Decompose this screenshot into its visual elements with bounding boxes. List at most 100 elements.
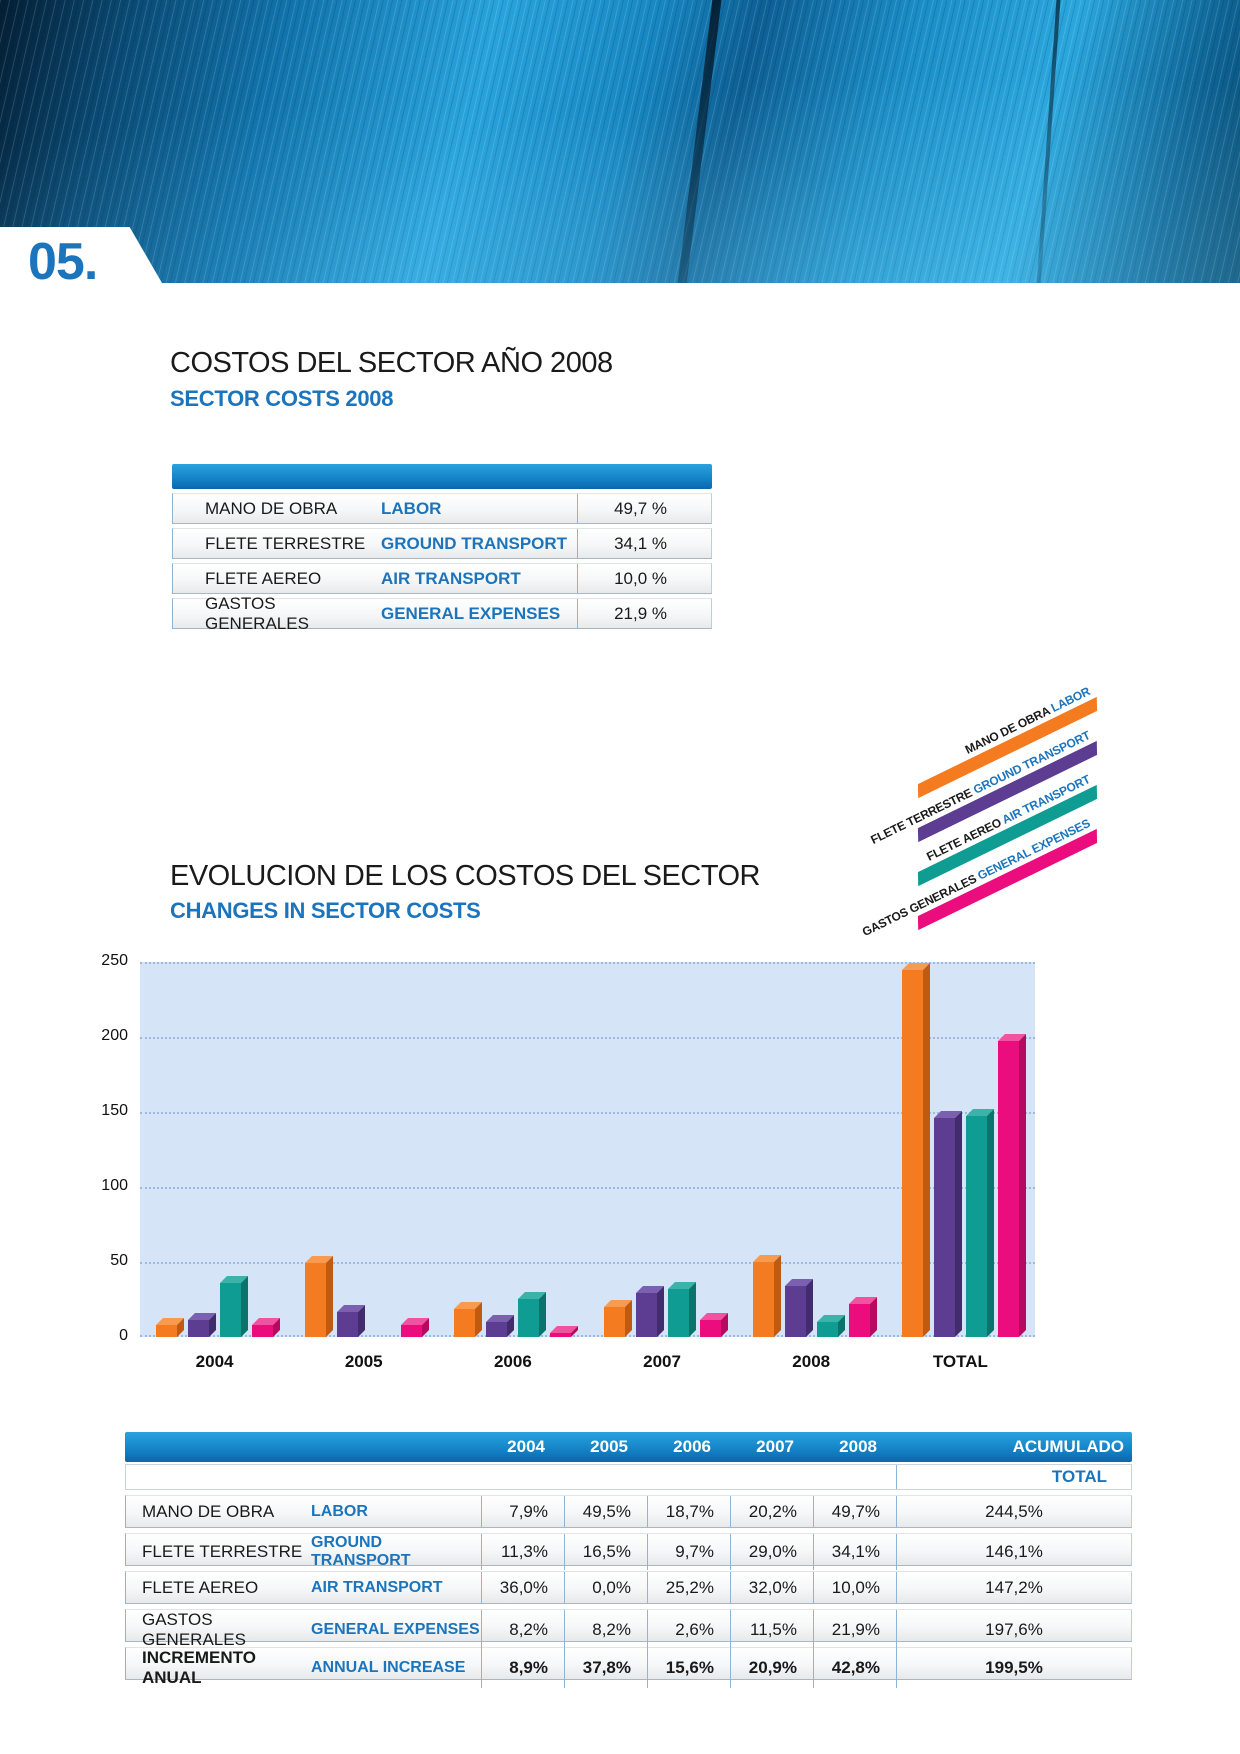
cell-2006: 18,7% xyxy=(647,1496,730,1527)
cell-2005: 49,5% xyxy=(564,1496,647,1527)
cell-2004: 8,9% xyxy=(481,1648,564,1688)
row-label-en: GENERAL EXPENSES xyxy=(381,603,561,623)
bar-ground-transport-2004 xyxy=(188,1320,210,1337)
bar-group-TOTAL xyxy=(901,970,1019,1337)
bar-air-transport-2006 xyxy=(518,1299,540,1337)
chart-y-axis: 0 50 100 150 200 250 xyxy=(78,952,128,1344)
total-subheader: TOTAL xyxy=(896,1465,1131,1489)
bar-air-transport-2004 xyxy=(220,1283,242,1337)
bar-general-expenses-2004 xyxy=(252,1325,274,1337)
section-number: 05. xyxy=(28,233,98,291)
cell-2007: 11,5% xyxy=(730,1610,813,1650)
section2-subtitle: CHANGES IN SECTOR COSTS xyxy=(170,898,481,923)
bar-ground-transport-2006 xyxy=(486,1322,508,1337)
cell-2004: 7,9% xyxy=(481,1496,564,1527)
cell-acumulado: 197,6% xyxy=(896,1610,1131,1650)
bar-labor-2007 xyxy=(603,1307,625,1337)
x-tick-2006: 2006 xyxy=(493,1352,532,1371)
row-label-en: LABOR xyxy=(311,1502,368,1520)
row-label-es: FLETE AEREO xyxy=(205,568,322,588)
cell-2008: 10,0% xyxy=(813,1572,896,1603)
bar-labor-2008 xyxy=(752,1262,774,1337)
year-header: 2005 xyxy=(590,1437,628,1456)
evolution-table: 2004 2005 2006 2007 2008 ACUMULADO TOTAL… xyxy=(125,1432,1132,1688)
cell-2007: 29,0% xyxy=(730,1534,813,1570)
row-label-en: AIR TRANSPORT xyxy=(381,568,521,588)
bar-general-expenses-2006 xyxy=(550,1333,572,1337)
table-row: GASTOS GENERALES GENERAL EXPENSES 8,2% 8… xyxy=(125,1609,1132,1650)
row-label-es: GASTOS GENERALES xyxy=(142,1610,246,1649)
table-row: FLETE AEREO AIR TRANSPORT 36,0% 0,0% 25,… xyxy=(125,1571,1132,1604)
bar-air-transport-2007 xyxy=(667,1289,689,1337)
row-label-es: MANO DE OBRA xyxy=(205,498,338,518)
row-label-en: GROUND TRANSPORT xyxy=(311,1534,411,1569)
photo-seam xyxy=(674,0,723,283)
cell-2004: 11,3% xyxy=(481,1534,564,1570)
cell-2006: 25,2% xyxy=(647,1572,730,1603)
cell-acumulado: 244,5% xyxy=(896,1496,1131,1527)
photo-seam-right xyxy=(1034,0,1062,283)
bar-labor-2005 xyxy=(305,1263,327,1337)
bar-group-2007 xyxy=(603,1289,721,1337)
bar-group-2004 xyxy=(156,1283,274,1337)
cell-2005: 37,8% xyxy=(564,1648,647,1688)
row-label-es: GASTOS GENERALES xyxy=(205,593,309,633)
bar-air-transport-2008 xyxy=(816,1322,838,1337)
acumulado-header: ACUMULADO xyxy=(1012,1437,1124,1456)
cell-2008: 21,9% xyxy=(813,1610,896,1650)
bar-group-2006 xyxy=(454,1299,572,1337)
cell-2007: 32,0% xyxy=(730,1572,813,1603)
table2-subheader-row: TOTAL xyxy=(125,1464,1132,1490)
bar-labor-2006 xyxy=(454,1309,476,1337)
y-tick-150: 150 xyxy=(101,1102,128,1119)
cell-2007: 20,2% xyxy=(730,1496,813,1527)
row-label-es: FLETE AEREO xyxy=(142,1577,259,1597)
cell-acumulado: 147,2% xyxy=(896,1572,1131,1603)
table-row-annual-increase: INCREMENTO ANUAL ANNUAL INCREASE 8,9% 37… xyxy=(125,1647,1132,1688)
bar-ground-transport-2007 xyxy=(635,1293,657,1337)
cell-2008: 42,8% xyxy=(813,1648,896,1688)
year-header: 2004 xyxy=(507,1437,545,1456)
section1-title: COSTOS DEL SECTOR AÑO 2008 xyxy=(170,347,613,379)
cell-2004: 36,0% xyxy=(481,1572,564,1603)
x-tick-2004: 2004 xyxy=(195,1352,234,1371)
row-value: 10,0 % xyxy=(577,564,711,593)
table-row: FLETE AEREO AIR TRANSPORT 10,0 % xyxy=(172,563,712,594)
table-row: FLETE TERRESTRE GROUND TRANSPORT 34,1 % xyxy=(172,528,712,559)
row-label-en: LABOR xyxy=(381,498,442,518)
table-row: FLETE TERRESTRE GROUND TRANSPORT 11,3% 1… xyxy=(125,1533,1132,1570)
bar-air-transport-TOTAL xyxy=(965,1116,987,1337)
year-header: 2007 xyxy=(756,1437,794,1456)
sector-costs-table: MANO DE OBRA LABOR 49,7 % FLETE TERRESTR… xyxy=(172,464,712,633)
cell-acumulado: 199,5% xyxy=(896,1648,1131,1688)
year-header: 2006 xyxy=(673,1437,711,1456)
cell-2006: 9,7% xyxy=(647,1534,730,1570)
chart-plot xyxy=(140,962,1035,1337)
bar-group-2008 xyxy=(752,1262,870,1337)
table-row: GASTOS GENERALES GENERAL EXPENSES 21,9 % xyxy=(172,594,712,633)
row-label-en: GROUND TRANSPORT xyxy=(381,533,568,553)
row-label-es: MANO DE OBRA xyxy=(142,1501,275,1521)
x-tick-2007: 2007 xyxy=(643,1352,681,1371)
cell-2007: 20,9% xyxy=(730,1648,813,1688)
bar-general-expenses-2005 xyxy=(401,1325,423,1337)
y-tick-100: 100 xyxy=(101,1177,128,1194)
x-tick-TOTAL: TOTAL xyxy=(932,1352,988,1371)
gridline-50 xyxy=(140,1262,1035,1264)
gridline-100 xyxy=(140,1187,1035,1189)
bar-labor-TOTAL xyxy=(901,970,923,1337)
bar-labor-2004 xyxy=(156,1325,178,1337)
year-header: 2008 xyxy=(839,1437,877,1456)
bar-ground-transport-2008 xyxy=(784,1286,806,1337)
row-value: 49,7 % xyxy=(577,494,711,523)
bar-ground-transport-TOTAL xyxy=(933,1118,955,1337)
table1-header-bar xyxy=(172,464,712,489)
cell-2005: 8,2% xyxy=(564,1610,647,1650)
cell-2006: 2,6% xyxy=(647,1610,730,1650)
section1-subtitle: SECTOR COSTS 2008 xyxy=(170,386,394,411)
gridline-0 xyxy=(140,1335,1035,1337)
row-label-en: ANNUAL INCREASE xyxy=(311,1659,466,1676)
bar-general-expenses-2008 xyxy=(848,1304,870,1337)
row-label-es: FLETE TERRESTRE xyxy=(205,533,366,553)
